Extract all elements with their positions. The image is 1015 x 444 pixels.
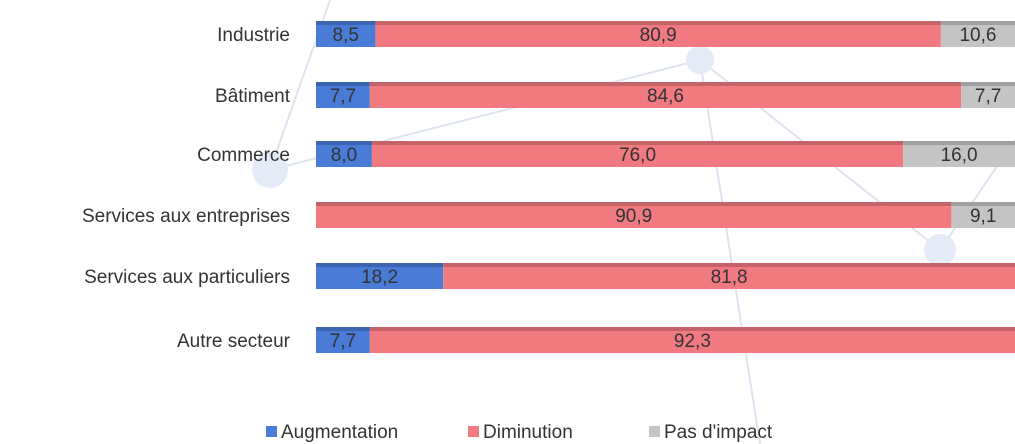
bar-segment-top xyxy=(940,21,1015,25)
bar-segment xyxy=(371,141,904,167)
data-label: 7,7 xyxy=(975,86,1001,107)
bar-segment xyxy=(940,21,1015,47)
data-label: 7,7 xyxy=(330,331,356,352)
bar-segment xyxy=(375,21,941,47)
bar-segment xyxy=(961,82,1015,108)
bar-segment xyxy=(316,327,370,353)
bar-segment-top xyxy=(316,202,952,206)
bar-segment xyxy=(316,21,376,47)
category-label: Industrie xyxy=(217,25,290,46)
legend-swatch xyxy=(649,426,660,437)
data-label: 84,6 xyxy=(647,86,684,107)
bar-segment xyxy=(316,141,372,167)
bar-segment-top xyxy=(316,141,372,145)
category-label: Bâtiment xyxy=(215,86,291,107)
data-label: 8,0 xyxy=(331,145,357,166)
bar-segment-top xyxy=(961,82,1015,86)
bar-segment-top xyxy=(369,327,1015,331)
bar-segment-top xyxy=(951,202,1015,206)
background-nodes xyxy=(252,46,956,266)
legend-swatch xyxy=(266,426,277,437)
bar-segment xyxy=(316,263,444,289)
category-label: Autre secteur xyxy=(177,331,291,352)
data-label: 8,5 xyxy=(332,25,358,46)
data-label: 76,0 xyxy=(619,145,656,166)
bar-segment-top xyxy=(903,141,1015,145)
bar-segment-top xyxy=(375,21,941,25)
bar-segment-top xyxy=(443,263,1015,267)
legend-swatch xyxy=(468,426,479,437)
bar-segment-top xyxy=(371,141,904,145)
bar-segment xyxy=(443,263,1015,289)
bar-segment xyxy=(316,202,952,228)
bar-segment-top xyxy=(316,21,376,25)
bar-segment-top xyxy=(316,263,444,267)
category-label: Services aux entreprises xyxy=(82,206,290,227)
legend-label: Diminution xyxy=(483,422,573,443)
data-label: 92,3 xyxy=(674,331,711,352)
bar-segment-top xyxy=(316,82,370,86)
bar-segment-top xyxy=(369,82,962,86)
legend-label: Pas d'impact xyxy=(664,422,773,443)
category-label: Commerce xyxy=(197,145,290,166)
data-label: 90,9 xyxy=(615,206,652,227)
bar-segment xyxy=(903,141,1015,167)
data-label: 7,7 xyxy=(330,86,356,107)
data-label: 9,1 xyxy=(970,206,996,227)
data-label: 81,8 xyxy=(711,267,748,288)
bar-segment xyxy=(369,82,962,108)
data-label: 18,2 xyxy=(361,267,398,288)
data-label: 16,0 xyxy=(941,145,978,166)
data-label: 80,9 xyxy=(640,25,677,46)
bar-segment-top xyxy=(316,327,370,331)
data-label: 10,6 xyxy=(959,25,996,46)
bar-segment xyxy=(951,202,1015,228)
category-label: Services aux particuliers xyxy=(84,267,290,288)
bar-segment xyxy=(316,82,370,108)
legend-label: Augmentation xyxy=(281,422,398,443)
bar-segment xyxy=(369,327,1015,353)
